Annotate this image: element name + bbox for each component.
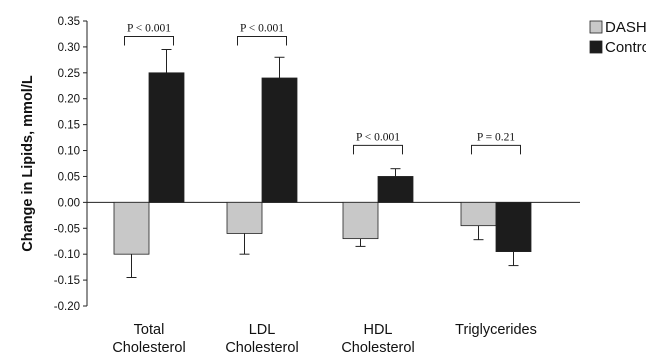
y-tick-label: 0.10 [58,146,80,158]
y-tick-label: -0.10 [54,249,80,261]
chart-labels: Change in Lipids, mmol/L Total Cholesterol… [20,23,537,356]
p-value-label: P = 0.21 [477,131,516,143]
bar-control [148,72,185,203]
category-label: LDL [249,322,276,338]
category-label: Cholesterol [112,340,185,356]
category-label: Cholesterol [225,340,298,356]
significance-bracket [124,36,174,46]
legend-swatch-dash [589,20,603,34]
y-tick-label: 0.05 [58,171,80,183]
p-value-label: P < 0.001 [240,23,284,35]
legend-label-dash: DASH [605,19,646,36]
category-label: Triglycerides [455,322,537,338]
bar-control [377,176,414,203]
y-axis-title: Change in Lipids, mmol/L [20,75,36,252]
category-label: Cholesterol [341,340,414,356]
legend-label-control: Control [605,39,646,56]
y-tick-label: 0.00 [58,197,80,209]
y-tick-label: 0.15 [58,120,80,132]
bar-control [261,77,298,203]
y-tick-label: 0.20 [58,94,80,106]
significance-bracket [237,36,287,46]
y-tick-label: 0.35 [58,16,80,28]
category-label: HDL [363,322,392,338]
p-value-label: P < 0.001 [356,131,400,143]
significance-bracket [353,144,403,155]
axes: 0.35 0.30 0.25 0.20 0.15 0.10 0.05 0.00 -0.05 -0.… [54,16,580,313]
bar-dash [226,201,263,234]
legend: DASH Control [589,19,646,56]
bar-control [495,201,532,252]
p-value-label: P < 0.001 [127,23,171,35]
legend-swatch-control [589,40,603,54]
y-tick-label: 0.30 [58,42,80,54]
significance-bracket [471,144,521,155]
y-tick-label: -0.05 [54,223,80,235]
bar-dash [113,201,150,255]
bar-dash [460,201,497,227]
chart-marks [113,36,532,278]
category-label: Total [134,322,165,338]
y-tick-label: -0.15 [54,275,80,287]
y-tick-label: -0.20 [54,301,80,313]
bar-dash [342,201,379,240]
y-tick-label: 0.25 [58,68,80,80]
